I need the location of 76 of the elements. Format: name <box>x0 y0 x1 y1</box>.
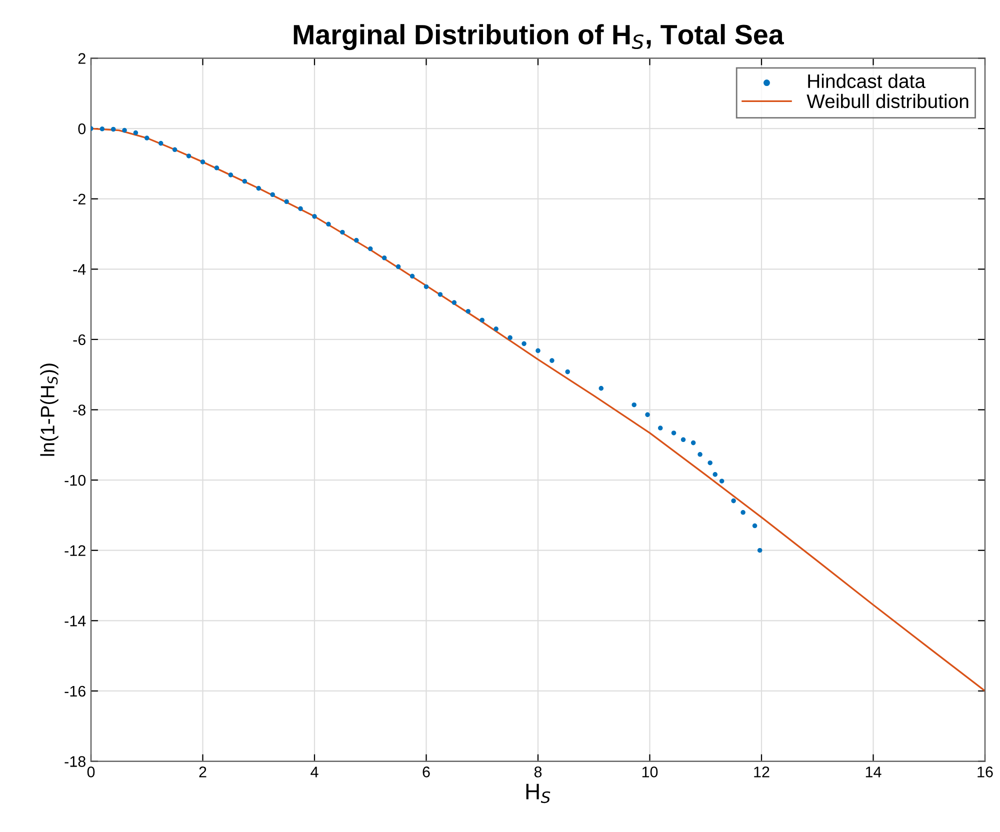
point <box>354 238 359 243</box>
point <box>284 199 289 204</box>
point <box>452 300 457 305</box>
point <box>740 510 746 515</box>
point <box>522 341 526 346</box>
point <box>645 412 650 418</box>
point <box>438 292 443 297</box>
point <box>122 128 127 133</box>
point <box>550 358 554 363</box>
x-tick-label: 16 <box>978 766 993 778</box>
y-tick-label: 2 <box>78 53 86 64</box>
point <box>410 274 415 279</box>
point <box>312 214 317 219</box>
point <box>340 230 345 235</box>
point <box>172 147 178 152</box>
point <box>186 154 192 158</box>
point <box>698 452 702 457</box>
y-axis-title: ln(1-P(H$_{S}$)) <box>40 364 58 456</box>
point <box>536 348 540 354</box>
point <box>298 206 303 212</box>
point <box>144 136 150 140</box>
y-tick-label: -2 <box>73 194 86 204</box>
point <box>757 548 762 553</box>
point <box>508 335 512 340</box>
point <box>565 369 570 374</box>
x-tick-label: 4 <box>310 766 318 778</box>
point <box>480 318 485 323</box>
x-tick-label: 10 <box>642 766 658 778</box>
legend-label: Hindcast data <box>808 74 926 88</box>
point <box>712 472 718 477</box>
y-tick-label: 0 <box>78 123 86 134</box>
point <box>494 326 498 332</box>
point <box>658 426 663 430</box>
x-tick-label: 8 <box>534 766 542 778</box>
x-tick-label: 2 <box>199 766 206 778</box>
point <box>100 126 105 132</box>
y-tick-label: -16 <box>64 686 86 697</box>
point <box>110 126 116 132</box>
point <box>200 160 206 164</box>
point <box>671 430 676 436</box>
point <box>466 308 471 314</box>
line-series <box>91 128 985 692</box>
y-tick-label: -10 <box>64 474 86 486</box>
x-tick-label: 14 <box>866 766 882 778</box>
point <box>214 166 220 170</box>
point <box>242 178 248 184</box>
point <box>382 256 387 260</box>
point <box>680 437 686 442</box>
x-axis-title: H$_{S}$ <box>526 784 550 804</box>
point <box>368 246 373 252</box>
chart-title: Marginal Distribution of H$_{S}$, Total Sea <box>294 24 784 50</box>
y-tick-label: -18 <box>64 756 86 767</box>
point <box>158 140 164 146</box>
y-tick-label: -14 <box>64 616 86 626</box>
point <box>396 264 401 270</box>
point <box>256 186 262 191</box>
x-tick-label: 0 <box>87 766 95 778</box>
point <box>326 222 331 227</box>
point <box>690 440 696 446</box>
y-tick-label: -4 <box>73 264 86 275</box>
point <box>708 460 712 466</box>
x-tick-label: 6 <box>422 766 430 778</box>
point <box>270 192 275 198</box>
point <box>752 523 758 528</box>
point <box>133 130 138 136</box>
y-tick-label: -8 <box>73 404 86 416</box>
point <box>719 478 724 484</box>
point <box>228 172 234 178</box>
x-tick-label: 12 <box>754 766 770 778</box>
legend-label: Weibull distribution <box>806 94 968 108</box>
point <box>731 498 736 504</box>
y-tick-label: -6 <box>73 334 86 346</box>
point <box>598 386 604 391</box>
point <box>424 284 429 290</box>
y-tick-label: -12 <box>64 545 86 556</box>
point <box>632 402 636 408</box>
